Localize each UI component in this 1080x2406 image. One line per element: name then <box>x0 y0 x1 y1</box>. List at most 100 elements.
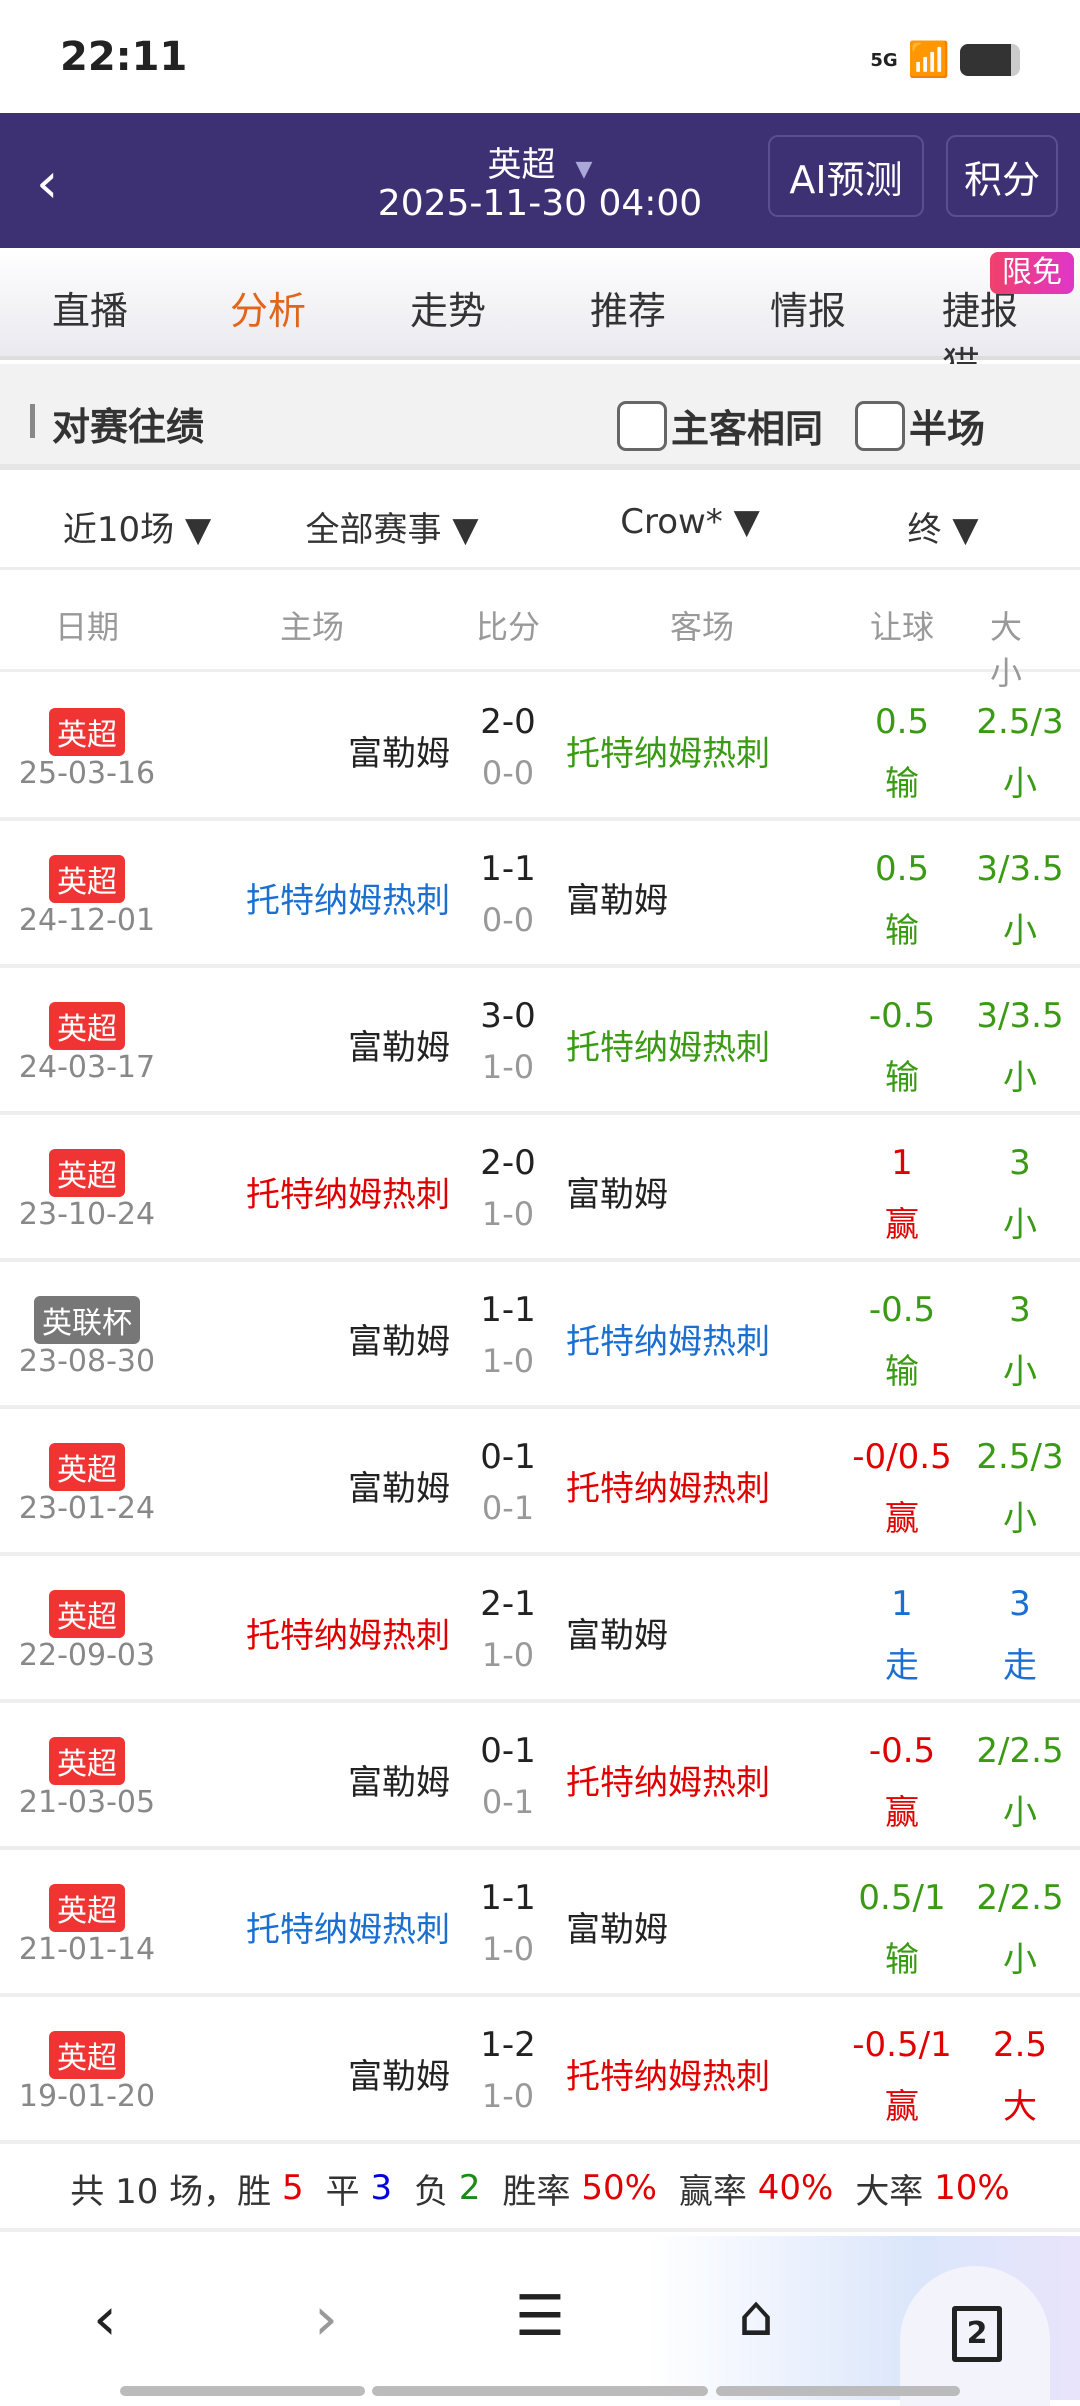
tab-intel[interactable]: 情报 <box>769 289 847 333</box>
full-time-score: 0-1 <box>480 1731 536 1771</box>
handicap-result: 输 <box>885 1940 919 1980</box>
over-under-result: 小 <box>1003 1205 1037 1245</box>
handicap-line: 0.5 <box>874 702 930 742</box>
home-team: 富勒姆 <box>348 734 450 774</box>
match-date: 23-01-24 <box>18 1491 156 1526</box>
handicap-result: 赢 <box>885 1793 919 1833</box>
nav-back-icon[interactable]: ‹ <box>93 2284 117 2354</box>
competition-filter[interactable]: 全部赛事 ▼ <box>305 510 479 550</box>
match-row[interactable]: 英超 25-03-16 富勒姆 2-0 0-0 托特纳姆热刺 0.5 输 2.5/3 小 <box>0 674 1080 821</box>
col-date: 日期 <box>54 608 120 646</box>
away-team: 富勒姆 <box>566 1175 668 1215</box>
match-date: 25-03-16 <box>18 756 156 791</box>
half-time-score: 0-0 <box>481 901 535 939</box>
match-row[interactable]: 英超 21-01-14 托特纳姆热刺 1-1 1-0 富勒姆 0.5/1 输 2/2.5 小 <box>0 1850 1080 1997</box>
league-badge: 英超 <box>49 1884 125 1932</box>
handicap-result: 输 <box>885 1352 919 1392</box>
match-datetime: 2025-11-30 04:00 <box>377 183 703 224</box>
over-rate: 10% <box>934 2168 1010 2208</box>
match-row[interactable]: 英超 19-01-20 富勒姆 1-2 1-0 托特纳姆热刺 -0.5/1 赢 2.5 大 <box>0 1997 1080 2144</box>
handicap-line: -0/0.5 <box>852 1437 952 1477</box>
over-under-line: 2/2.5 <box>976 1878 1064 1918</box>
bookmaker-filter[interactable]: Crow* ▼ <box>620 502 760 542</box>
half-time-score: 0-0 <box>481 754 535 792</box>
section-title: 对赛往绩 <box>52 405 205 449</box>
points-button[interactable]: 积分 <box>946 135 1058 217</box>
checkbox-box[interactable] <box>855 400 905 451</box>
match-row[interactable]: 英超 24-03-17 富勒姆 3-0 1-0 托特纳姆热刺 -0.5 输 3/3.5 小 <box>0 968 1080 1115</box>
half-time-score: 1-0 <box>481 1048 535 1086</box>
win-label: 胜 <box>237 2171 282 2212</box>
match-header: ‹ 英超 ▼ 2025-11-30 04:00 AI预测 积分 <box>0 113 1080 248</box>
back-chevron-icon[interactable]: ‹ <box>36 151 59 216</box>
win-rate-label: 胜率 <box>502 2171 582 2212</box>
over-under-line: 3 <box>1009 1143 1031 1183</box>
tab-analysis[interactable]: 分析 <box>229 289 307 333</box>
checkbox-label: 半场 <box>909 407 986 451</box>
match-row[interactable]: 英超 24-12-01 托特纳姆热刺 1-1 0-0 富勒姆 0.5 输 3/3.5 小 <box>0 821 1080 968</box>
over-rate-label: 大率 <box>855 2171 935 2212</box>
gesture-bar <box>120 2386 365 2396</box>
league-badge: 英超 <box>49 1149 125 1197</box>
tab-live[interactable]: 直播 <box>51 289 129 333</box>
handicap-line: -0.5 <box>868 1290 936 1330</box>
full-time-score: 1-1 <box>480 1290 536 1330</box>
league-badge: 英超 <box>49 1590 125 1638</box>
away-team: 托特纳姆热刺 <box>566 1763 770 1803</box>
handicap-line: 1 <box>891 1143 913 1183</box>
home-icon[interactable]: ⌂ <box>738 2284 774 2349</box>
over-under-line: 3/3.5 <box>976 849 1064 889</box>
ai-predict-button[interactable]: AI预测 <box>768 135 924 217</box>
away-team: 托特纳姆热刺 <box>566 1322 770 1362</box>
clock: 22:11 <box>60 34 188 80</box>
free-badge: 限免 <box>990 252 1074 294</box>
odds-type-filter[interactable]: 终 ▼ <box>907 510 979 550</box>
col-handicap: 让球 <box>869 608 935 646</box>
match-date: 21-01-14 <box>18 1932 156 1967</box>
away-team: 托特纳姆热刺 <box>566 734 770 774</box>
lose-count: 2 <box>458 2168 481 2208</box>
col-away: 客场 <box>669 608 735 646</box>
match-date: 24-03-17 <box>18 1050 156 1085</box>
table-header: 日期 主场 比分 客场 让球 大小 <box>0 572 1080 692</box>
nav-forward-icon[interactable]: › <box>314 2284 338 2354</box>
handicap-rate: 40% <box>757 2168 834 2208</box>
checkbox-box[interactable] <box>617 400 667 451</box>
match-row[interactable]: 英超 23-10-24 托特纳姆热刺 2-0 1-0 富勒姆 1 赢 3 小 <box>0 1115 1080 1262</box>
league-badge: 英联杯 <box>34 1296 140 1344</box>
tab-trend[interactable]: 走势 <box>409 289 487 333</box>
match-date: 21-03-05 <box>18 1785 156 1820</box>
over-under-result: 小 <box>1003 764 1037 804</box>
gesture-bar <box>716 2386 960 2396</box>
match-date: 23-10-24 <box>18 1197 156 1232</box>
match-row[interactable]: 英超 21-03-05 富勒姆 0-1 0-1 托特纳姆热刺 -0.5 赢 2/2.5 小 <box>0 1703 1080 1850</box>
battery-icon <box>960 44 1020 76</box>
menu-icon[interactable]: ☰ <box>514 2284 566 2349</box>
tabs-button[interactable]: 2 <box>900 2266 1050 2406</box>
match-row[interactable]: 英超 22-09-03 托特纳姆热刺 2-1 1-0 富勒姆 1 走 3 走 <box>0 1556 1080 1703</box>
recent-matches-filter[interactable]: 近10场 ▼ <box>62 510 212 550</box>
over-under-line: 3/3.5 <box>976 996 1064 1036</box>
league-badge: 英超 <box>49 1737 125 1785</box>
tab-recommend[interactable]: 推荐 <box>589 289 667 333</box>
over-under-line: 2.5/3 <box>976 1437 1064 1477</box>
match-row[interactable]: 英超 23-01-24 富勒姆 0-1 0-1 托特纳姆热刺 -0/0.5 赢 2.5/3 小 <box>0 1409 1080 1556</box>
lose-label: 负 <box>414 2171 459 2212</box>
section-accent-bar <box>30 404 35 438</box>
half-time-score: 0-1 <box>481 1489 535 1527</box>
handicap-result: 输 <box>885 1058 919 1098</box>
gesture-bar <box>372 2386 708 2396</box>
same-home-away-checkbox[interactable]: 主客相同 <box>617 398 823 453</box>
win-rate: 50% <box>581 2168 657 2208</box>
league-selector[interactable]: 英超 ▼ <box>0 137 1080 186</box>
away-team: 富勒姆 <box>566 1910 668 1950</box>
home-team: 托特纳姆热刺 <box>246 1910 450 1950</box>
match-row[interactable]: 英联杯 23-08-30 富勒姆 1-1 1-0 托特纳姆热刺 -0.5 输 3 小 <box>0 1262 1080 1409</box>
checkbox-label: 主客相同 <box>671 407 824 451</box>
col-home: 主场 <box>279 608 345 646</box>
away-team: 托特纳姆热刺 <box>566 2057 770 2097</box>
home-team: 富勒姆 <box>348 1028 450 1068</box>
half-time-checkbox[interactable]: 半场 <box>855 398 985 453</box>
handicap-result: 输 <box>885 764 919 804</box>
handicap-result: 赢 <box>885 1499 919 1539</box>
